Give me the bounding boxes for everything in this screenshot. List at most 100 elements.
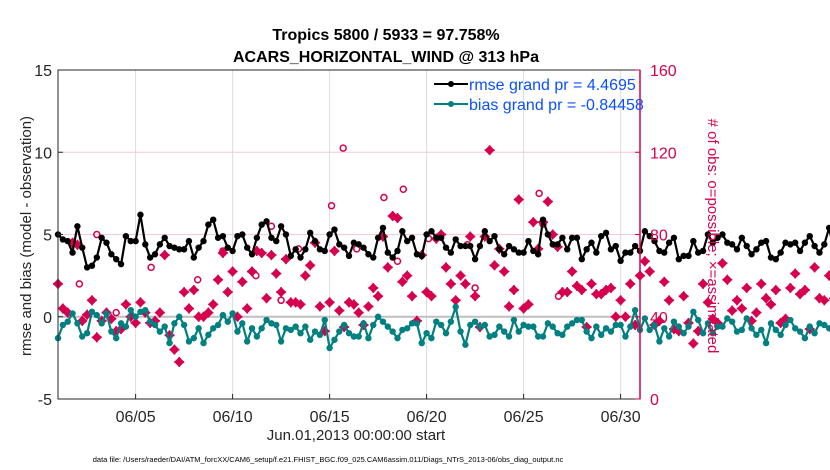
bias-point xyxy=(282,325,290,332)
chart-title-line-2: ACARS_HORIZONTAL_WIND @ 313 hPa xyxy=(233,49,539,66)
bias-point xyxy=(719,323,726,330)
obs-possible-marker xyxy=(471,284,479,292)
rmse-point xyxy=(355,241,362,248)
y-tick-label: 5 xyxy=(43,228,52,245)
bias-point xyxy=(685,323,692,330)
obs-assimilated-marker xyxy=(237,276,248,287)
bias-point xyxy=(399,326,406,334)
obs-assimilated-marker xyxy=(761,293,772,304)
bias-point xyxy=(214,321,222,329)
obs-assimilated-marker xyxy=(203,307,214,318)
obs-possible-marker xyxy=(554,292,563,300)
rmse-point xyxy=(801,239,809,246)
bias-point xyxy=(549,323,556,330)
obs-possible-marker xyxy=(147,263,155,272)
rmse-point xyxy=(573,234,581,241)
obs-possible-marker xyxy=(219,247,227,255)
obs-assimilated-marker xyxy=(460,278,471,289)
rmse-point xyxy=(127,237,134,245)
bias-point xyxy=(88,308,96,316)
bias-point xyxy=(428,334,435,342)
obs-assimilated-marker xyxy=(513,194,524,205)
bias-point xyxy=(544,320,552,327)
rmse-point xyxy=(602,229,610,237)
rmse-point xyxy=(389,254,396,261)
bias-point xyxy=(772,326,779,334)
bias-point xyxy=(724,315,731,322)
obs-assimilated-marker xyxy=(135,297,146,308)
rmse-point xyxy=(728,241,736,248)
obs-assimilated-marker xyxy=(659,276,670,287)
bias-point xyxy=(205,331,212,339)
bias-point xyxy=(287,326,294,334)
bias-point xyxy=(103,310,110,317)
obs-assimilated-marker xyxy=(799,284,810,296)
bias-point xyxy=(670,318,678,325)
obs-assimilated-marker xyxy=(314,301,325,312)
bias-point xyxy=(161,323,168,330)
bias-point xyxy=(122,323,130,330)
obs-assimilated-marker xyxy=(397,276,408,287)
bias-point xyxy=(239,320,246,327)
bias-point xyxy=(481,321,488,329)
rmse-point xyxy=(205,221,212,228)
bias-point xyxy=(302,323,309,330)
obs-assimilated-marker xyxy=(426,291,437,302)
bias-point xyxy=(69,310,76,317)
bias-point xyxy=(326,344,333,352)
rmse-point xyxy=(714,234,721,241)
obs-possible-marker xyxy=(380,193,388,202)
bias-point xyxy=(816,320,823,327)
rmse-point xyxy=(554,241,561,248)
bias-point xyxy=(452,303,459,311)
rmse-point xyxy=(588,239,595,246)
rmse-point xyxy=(738,234,746,241)
rmse-point xyxy=(525,237,532,245)
bias-point xyxy=(462,341,469,348)
obs-possible-marker xyxy=(327,201,336,210)
obs-assimilated-marker xyxy=(222,286,233,298)
bias-point xyxy=(253,333,261,340)
y2-tick-label: 80 xyxy=(650,228,668,245)
obs-assimilated-marker xyxy=(450,295,461,306)
bias-point xyxy=(113,334,120,342)
rmse-point xyxy=(243,244,251,251)
rmse-point xyxy=(374,234,382,241)
obs-assimilated-marker xyxy=(678,291,689,302)
rmse-point xyxy=(180,246,188,253)
y2-tick-label: 40 xyxy=(650,310,668,327)
rmse-point xyxy=(598,232,605,240)
bias-point xyxy=(83,330,91,337)
rmse-point xyxy=(758,239,765,246)
bias-point xyxy=(408,320,416,327)
bias-point xyxy=(59,321,67,329)
bias-point xyxy=(821,321,828,329)
bias-point xyxy=(234,328,241,335)
rmse-point xyxy=(796,247,804,255)
rmse-point xyxy=(234,232,241,240)
bias-point xyxy=(74,320,81,327)
bias-point xyxy=(210,325,217,332)
rmse-point xyxy=(83,264,91,271)
rmse-point xyxy=(530,247,537,255)
rmse-point xyxy=(360,244,367,251)
bias-point xyxy=(690,308,697,316)
rmse-point xyxy=(665,239,673,246)
bias-series xyxy=(54,303,830,352)
bias-point xyxy=(704,320,712,327)
obs-assimilated-marker xyxy=(756,278,767,289)
rmse-point xyxy=(98,234,105,241)
rmse-point xyxy=(651,237,658,245)
obs-assimilated-marker xyxy=(542,196,553,207)
rmse-point xyxy=(113,255,120,263)
rmse-point xyxy=(190,254,197,261)
rmse-point xyxy=(151,251,159,258)
rmse-point xyxy=(268,234,275,241)
obs-assimilated-marker xyxy=(470,291,481,302)
rmse-point xyxy=(733,246,741,253)
bias-point xyxy=(602,325,610,332)
x-tick-label: 06/25 xyxy=(504,409,544,426)
bias-point xyxy=(743,315,750,322)
obs-assimilated-marker xyxy=(212,274,224,285)
